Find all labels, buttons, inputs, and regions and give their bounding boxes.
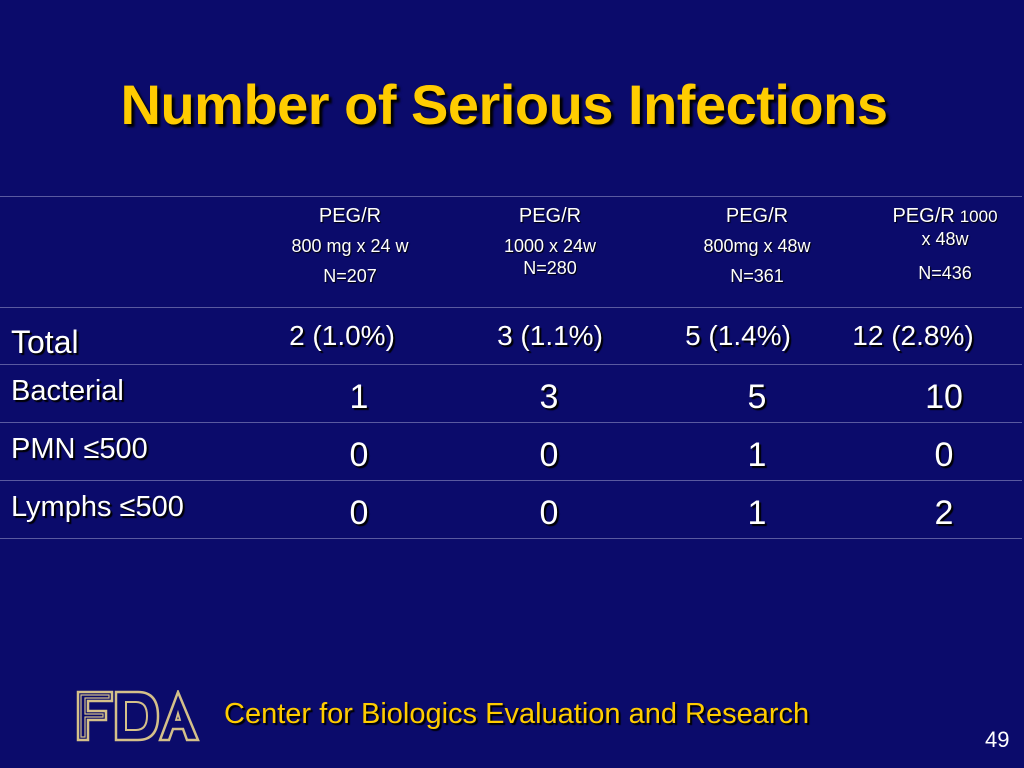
fda-logo-letter-f [76,690,114,742]
table-cell: 2 (1.0%) [289,320,395,351]
fda-logo [76,690,200,742]
table-row: PMN ≤500 0 0 1 0 [0,423,1022,481]
table-cell: 3 (1.1%) [497,320,603,351]
table-cell: 5 [747,378,767,416]
table-cell: 0 [349,494,369,532]
column-header-2-regimen: PEG/R [518,205,582,227]
table-cell: 1 [349,378,369,416]
footer-organization: Center for Biologics Evaluation and Rese… [224,698,810,730]
slide-title: Number of Serious Infections [120,73,889,136]
table-cell: 0 [539,494,559,532]
row-label-lymphs: Lymphs ≤500 [11,491,184,523]
page-number: 49 [985,727,1010,752]
row-label-total: Total [11,324,79,360]
column-header-3-dose: 800mg x 48w [703,236,811,256]
column-header-4-regimen: PEG/R [892,205,955,227]
table-cell: 3 [539,378,559,416]
column-header-1-regimen: PEG/R [318,205,382,227]
column-header-4-n: N=436 [918,263,972,283]
table-cell: 1 [747,494,767,532]
table-row: Lymphs ≤500 0 0 1 2 [0,481,1022,539]
column-header-2-n: N=280 [523,258,577,278]
column-header-3-regimen: PEG/R [725,205,789,227]
table-cell: 12 (2.8%) [852,320,974,351]
table-row: Total 2 (1.0%) 3 (1.1%) 5 (1.4%) 12 (2.8… [0,308,1022,365]
table-header-row: PEG/R 800 mg x 24 w N=207 PEG/R 1000 x 2… [0,197,1022,308]
column-header-3-n: N=361 [730,266,784,286]
fda-logo-letter-d [114,690,160,742]
column-header-1-dose: 800 mg x 24 w [291,236,409,256]
table-row: Bacterial 1 3 5 10 [0,365,1022,423]
table-cell: 0 [934,436,954,474]
column-header-1: PEG/R 800 mg x 24 w N=207 [265,203,435,289]
infections-table: PEG/R 800 mg x 24 w N=207 PEG/R 1000 x 2… [0,196,1022,539]
column-header-1-n: N=207 [323,266,377,286]
row-label-pmn: PMN ≤500 [11,433,148,465]
column-header-4-dose-b: x 48w [921,229,969,249]
column-header-2: PEG/R 1000 x 24w N=280 [465,203,635,281]
table-cell: 5 (1.4%) [685,320,791,351]
table-cell: 0 [539,436,559,474]
column-header-3: PEG/R 800mg x 48w N=361 [672,203,842,289]
table-cell: 2 [934,494,954,532]
row-label-bacterial: Bacterial [11,375,124,407]
column-header-4: PEG/R 1000 x 48w N=436 [860,203,1024,286]
table-cell: 1 [747,436,767,474]
fda-logo-letter-a [158,690,200,742]
column-header-2-dose: 1000 x 24w [503,236,597,256]
table-cell: 10 [925,378,963,416]
table-cell: 0 [349,436,369,474]
column-header-4-dose-a: 1000 [959,207,998,226]
